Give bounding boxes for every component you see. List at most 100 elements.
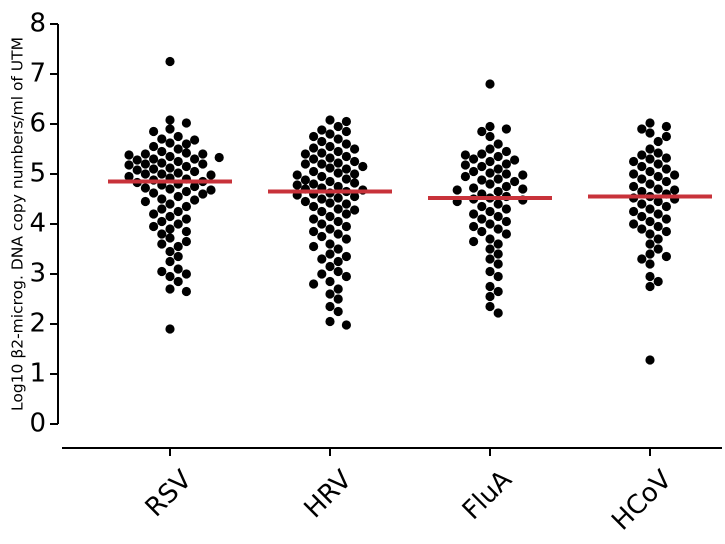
data-point bbox=[140, 159, 150, 169]
data-point bbox=[493, 211, 503, 222]
y-tick-label: 8 bbox=[29, 9, 46, 39]
data-point bbox=[309, 131, 319, 142]
data-point bbox=[325, 211, 335, 222]
data-point bbox=[181, 201, 191, 212]
data-point bbox=[181, 186, 191, 197]
data-point bbox=[645, 154, 655, 164]
data-point bbox=[300, 149, 310, 159]
data-point bbox=[317, 171, 327, 182]
data-point bbox=[317, 219, 327, 229]
data-point bbox=[132, 155, 142, 165]
data-point bbox=[317, 159, 327, 169]
data-point bbox=[149, 188, 159, 198]
data-point bbox=[317, 125, 327, 135]
data-point bbox=[493, 199, 503, 209]
data-point bbox=[661, 251, 672, 262]
data-point bbox=[165, 256, 175, 267]
data-point bbox=[501, 159, 511, 169]
data-point bbox=[157, 169, 167, 179]
data-point bbox=[181, 139, 191, 149]
data-point bbox=[653, 234, 663, 244]
data-point bbox=[173, 168, 183, 178]
data-point bbox=[165, 124, 175, 134]
data-point bbox=[317, 194, 327, 204]
data-point bbox=[173, 219, 183, 229]
data-point bbox=[501, 229, 511, 239]
data-point bbox=[341, 199, 351, 209]
data-point bbox=[333, 168, 343, 178]
data-point bbox=[333, 146, 343, 157]
data-point bbox=[157, 134, 167, 144]
data-point bbox=[645, 166, 655, 177]
data-point bbox=[333, 193, 343, 203]
data-point bbox=[190, 195, 200, 205]
data-point bbox=[149, 141, 159, 152]
data-point bbox=[661, 176, 672, 187]
data-point bbox=[485, 121, 495, 132]
data-point bbox=[350, 156, 360, 167]
data-point bbox=[317, 254, 327, 264]
data-point bbox=[661, 121, 672, 132]
data-point bbox=[300, 175, 310, 185]
data-point bbox=[460, 160, 470, 170]
data-point bbox=[493, 224, 503, 234]
data-point bbox=[469, 209, 479, 219]
data-point bbox=[501, 169, 511, 179]
data-point bbox=[149, 221, 159, 232]
data-point bbox=[485, 291, 495, 302]
data-point bbox=[292, 180, 302, 190]
data-point bbox=[661, 201, 672, 212]
data-point bbox=[637, 161, 647, 172]
data-point bbox=[645, 179, 655, 189]
data-point bbox=[165, 271, 175, 282]
data-point bbox=[485, 234, 495, 244]
data-point bbox=[165, 163, 175, 173]
data-point bbox=[469, 236, 479, 247]
data-point bbox=[460, 171, 470, 182]
data-point bbox=[637, 174, 647, 184]
data-point bbox=[300, 196, 310, 207]
data-point bbox=[325, 276, 335, 287]
data-point bbox=[661, 153, 672, 163]
data-point bbox=[333, 284, 343, 294]
data-point bbox=[181, 226, 191, 237]
data-point bbox=[493, 239, 503, 249]
data-point bbox=[645, 271, 655, 282]
data-point bbox=[181, 236, 191, 247]
data-point bbox=[485, 156, 495, 167]
data-point bbox=[509, 155, 520, 165]
data-point bbox=[317, 269, 327, 279]
data-point bbox=[629, 206, 639, 217]
data-point bbox=[637, 199, 647, 209]
data-point bbox=[341, 209, 351, 219]
data-point bbox=[325, 163, 335, 173]
data-point bbox=[333, 266, 343, 277]
data-point bbox=[452, 185, 462, 195]
data-point bbox=[460, 150, 470, 160]
data-point bbox=[173, 191, 183, 202]
data-point bbox=[485, 244, 495, 254]
data-point bbox=[485, 179, 495, 189]
data-point bbox=[333, 216, 343, 227]
data-point bbox=[132, 165, 142, 175]
data-point bbox=[637, 186, 647, 197]
data-point bbox=[325, 198, 335, 208]
data-point bbox=[325, 239, 335, 249]
data-point bbox=[637, 150, 647, 160]
data-point bbox=[645, 249, 655, 259]
data-point bbox=[140, 169, 150, 179]
data-point bbox=[653, 171, 663, 182]
data-point bbox=[325, 153, 335, 163]
data-point bbox=[165, 211, 175, 222]
data-point bbox=[661, 214, 672, 224]
data-point bbox=[477, 226, 487, 237]
data-point bbox=[469, 166, 479, 177]
data-point bbox=[333, 256, 343, 267]
data-point bbox=[485, 131, 495, 142]
data-point bbox=[333, 244, 343, 254]
data-point bbox=[181, 269, 191, 279]
data-point bbox=[477, 214, 487, 224]
data-point bbox=[477, 201, 487, 212]
data-point bbox=[309, 226, 319, 237]
data-point bbox=[325, 249, 335, 259]
